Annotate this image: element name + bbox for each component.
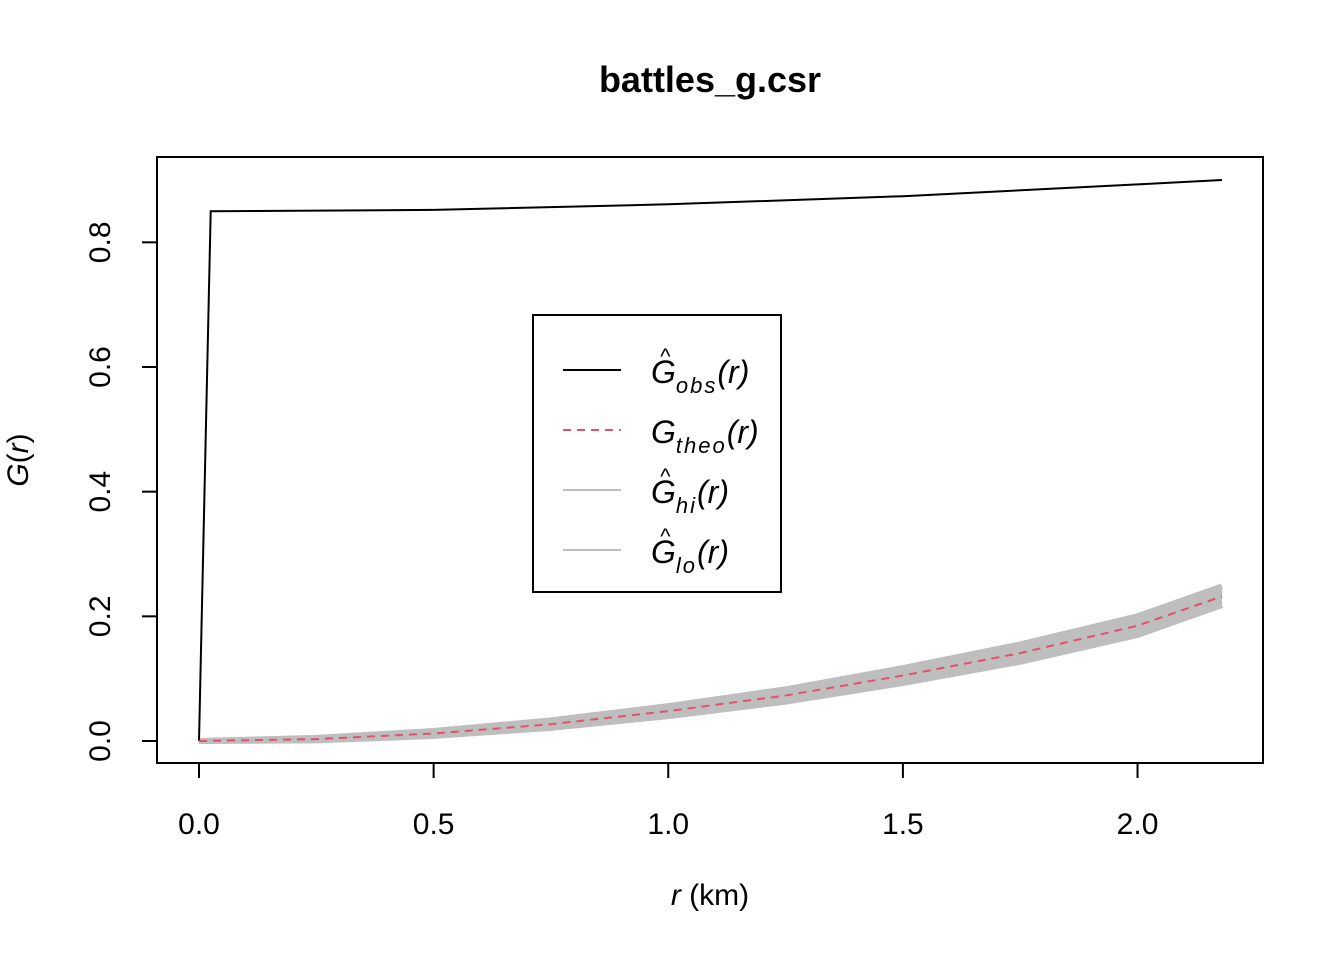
legend-item-obs: ^Gobs(r) — [563, 344, 749, 398]
y-axis: 0.0 0.2 0.4 0.6 0.8 — [84, 221, 158, 762]
legend-hat: ^ — [660, 344, 671, 369]
y-tick-label: 0.0 — [84, 720, 117, 762]
legend-hat: ^ — [660, 464, 671, 489]
envelope-band — [199, 586, 1222, 741]
legend-label-hi: Ghi(r) — [651, 474, 729, 518]
series-layer — [198, 179, 1224, 744]
legend-item-lo: ^Glo(r) — [563, 524, 729, 578]
y-axis-label: G(r) — [2, 433, 35, 486]
legend-item-theo: Gtheo(r) — [563, 414, 759, 458]
y-tick-label: 0.6 — [84, 346, 117, 388]
legend-hat: ^ — [660, 524, 671, 549]
x-axis: 0.0 0.5 1.0 1.5 2.0 — [178, 762, 1159, 841]
legend-label-obs: Gobs(r) — [651, 354, 749, 398]
x-tick-label: 0.0 — [178, 808, 220, 841]
x-tick-label: 0.5 — [413, 808, 455, 841]
x-axis-label: r (km) — [671, 879, 749, 912]
series-line-lo — [198, 602, 1224, 744]
legend-items: ^Gobs(r)Gtheo(r)^Ghi(r)^Glo(r) — [563, 344, 759, 578]
legend-item-hi: ^Ghi(r) — [563, 464, 729, 518]
series-line-hi — [198, 583, 1224, 744]
legend: ^Gobs(r)Gtheo(r)^Ghi(r)^Glo(r) — [532, 314, 782, 593]
y-tick-label: 0.2 — [84, 595, 117, 637]
x-tick-label: 1.5 — [882, 808, 924, 841]
x-tick-label: 2.0 — [1117, 808, 1159, 841]
legend-label-lo: Glo(r) — [651, 534, 729, 578]
y-tick-label: 0.8 — [84, 221, 117, 263]
series-line-theo — [198, 595, 1223, 742]
y-tick-label: 0.4 — [84, 471, 117, 513]
x-tick-label: 1.0 — [647, 808, 689, 841]
series-line-obs — [198, 179, 1223, 742]
legend-box — [532, 314, 782, 593]
chart-title: battles_g.csr — [599, 59, 821, 100]
legend-label-theo: Gtheo(r) — [651, 414, 759, 458]
